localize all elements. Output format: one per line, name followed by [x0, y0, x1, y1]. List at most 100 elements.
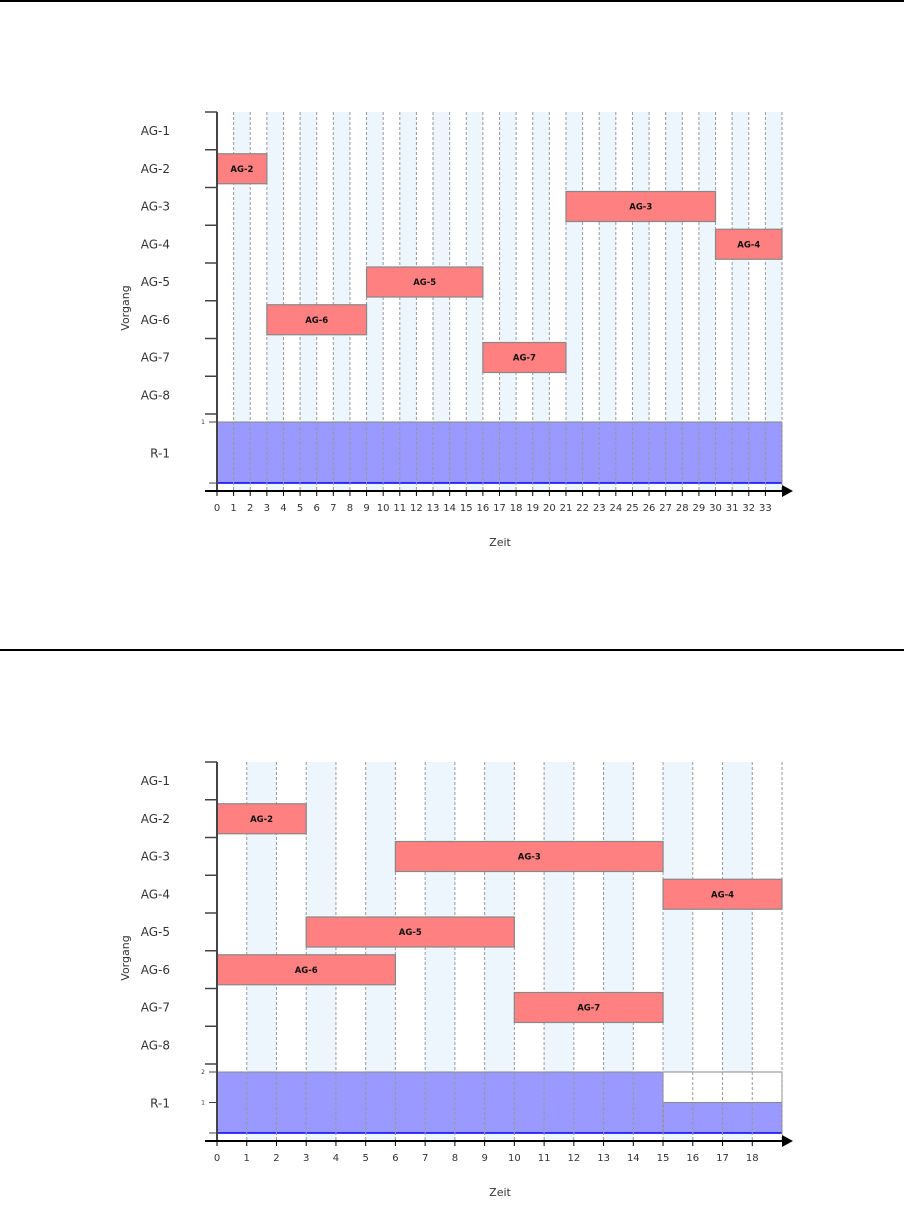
- x-tick-label: 3: [303, 1153, 309, 1164]
- task-bar-ag-7: [482, 341, 567, 374]
- y-axis-title: Vorgang: [119, 285, 132, 330]
- row-label: AG-7: [141, 351, 170, 365]
- task-label: AG-5: [399, 928, 422, 938]
- task-label: AG-5: [413, 278, 436, 288]
- x-tick-label: 0: [214, 1153, 220, 1164]
- x-tick-label: 24: [609, 503, 622, 514]
- row-label: AG-1: [141, 124, 170, 138]
- x-tick-label: 18: [746, 1153, 759, 1164]
- x-tick-label: 12: [410, 503, 423, 514]
- x-axis-title: Zeit: [489, 1186, 511, 1199]
- row-label: AG-5: [141, 275, 170, 289]
- task-bar-ag-6: [266, 304, 368, 336]
- row-label: AG-6: [141, 963, 170, 977]
- x-tick-label: 32: [742, 503, 755, 514]
- x-axis-title: Zeit: [489, 536, 511, 549]
- task-label: AG-6: [295, 966, 318, 976]
- row-label: AG-2: [141, 162, 170, 176]
- x-tick-label: 13: [427, 503, 440, 514]
- task-label: AG-7: [577, 1004, 600, 1014]
- x-tick-label: 10: [377, 503, 390, 514]
- grid-stripe: [399, 112, 417, 491]
- x-tick-label: 29: [693, 503, 706, 514]
- row-label: AG-2: [141, 812, 170, 826]
- x-tick-label: 14: [627, 1153, 640, 1164]
- row-label: AG-1: [141, 774, 170, 788]
- row-label: AG-6: [141, 313, 170, 327]
- x-tick-label: 11: [538, 1153, 551, 1164]
- row-label: AG-8: [141, 388, 170, 402]
- top-border: [0, 0, 904, 2]
- gantt-chart-2: AG-2 AG-3 AG-4 AG-5 AG-6 AG-7 AG-1 AG-2 AG-3 AG-4…: [119, 761, 793, 1199]
- x-tick-label: 27: [659, 503, 672, 514]
- x-tick-label: 4: [333, 1153, 339, 1164]
- x-tick-label: 13: [597, 1153, 610, 1164]
- x-tick-label: 6: [392, 1153, 398, 1164]
- x-tick-label: 15: [460, 503, 473, 514]
- x-tick-label: 2: [247, 503, 253, 514]
- resource-label: R-1: [150, 1097, 170, 1111]
- x-tick-label: 25: [626, 503, 639, 514]
- x-tick-label: 12: [567, 1153, 580, 1164]
- row-label: AG-4: [141, 237, 170, 251]
- x-tick-label: 0: [214, 503, 220, 514]
- row-label: AG-8: [141, 1038, 170, 1052]
- x-tick-label: 1: [244, 1153, 250, 1164]
- grid-stripe: [732, 112, 749, 491]
- task-bar-ag-6: [216, 954, 397, 986]
- x-axis-arrow-icon: [782, 1135, 793, 1147]
- task-label: AG-6: [305, 316, 328, 326]
- resource-tick-label: 1: [201, 1100, 205, 1107]
- x-tick-label: 7: [422, 1153, 428, 1164]
- task-bar-ag-5: [365, 266, 484, 298]
- grid-stripe: [300, 112, 317, 491]
- x-tick-label: 28: [676, 503, 689, 514]
- x-tick-label: 9: [363, 503, 369, 514]
- chart-separator: [0, 649, 904, 651]
- grid-stripe: [233, 112, 251, 491]
- x-tick-label: 19: [526, 503, 539, 514]
- x-tick-label: 17: [716, 1153, 729, 1164]
- task-bar-ag-3: [565, 190, 717, 223]
- x-tick-label: 3: [264, 503, 270, 514]
- task-label: AG-3: [629, 203, 652, 213]
- grid-stripe: [532, 112, 550, 491]
- task-label: AG-3: [518, 853, 541, 863]
- resource-label: R-1: [150, 447, 170, 461]
- task-label: AG-2: [230, 165, 253, 175]
- x-tick-label: 6: [314, 503, 320, 514]
- resource-tick-label: 2: [201, 1069, 205, 1076]
- x-tick-label: 8: [452, 1153, 458, 1164]
- task-bar-ag-4: [662, 878, 783, 910]
- resource-tick-label: 1: [201, 419, 205, 426]
- x-tick-label: 8: [347, 503, 353, 514]
- y-axis-title: Vorgang: [119, 935, 132, 980]
- gantt-chart-1: AG-2 AG-3 AG-4 AG-5 AG-6 AG-7 AG-1 AG-2 AG-3 AG-4…: [119, 111, 793, 549]
- x-tick-label: 17: [493, 503, 506, 514]
- x-tick-label: 21: [560, 503, 573, 514]
- task-bar-ag-7: [513, 991, 664, 1024]
- x-tick-label: 30: [709, 503, 722, 514]
- x-tick-label: 2: [273, 1153, 279, 1164]
- row-label: AG-5: [141, 925, 170, 939]
- task-label: AG-7: [513, 354, 536, 364]
- task-bar-ag-3: [394, 840, 664, 873]
- x-tick-label: 14: [443, 503, 456, 514]
- task-bar-ag-4: [714, 228, 783, 260]
- x-tick-label: 15: [657, 1153, 670, 1164]
- grid-stripe: [765, 112, 782, 491]
- x-tick-label: 5: [297, 503, 303, 514]
- row-label: AG-7: [141, 1001, 170, 1015]
- task-label: AG-2: [250, 815, 273, 825]
- x-tick-label: 31: [726, 503, 739, 514]
- x-tick-label: 33: [759, 503, 772, 514]
- resource-usage-bar: [216, 1071, 664, 1134]
- task-label: AG-4: [737, 240, 760, 250]
- x-tick-label: 5: [362, 1153, 368, 1164]
- x-tick-label: 10: [508, 1153, 521, 1164]
- x-tick-label: 7: [330, 503, 336, 514]
- x-tick-label: 1: [230, 503, 236, 514]
- x-tick-label: 26: [643, 503, 656, 514]
- x-tick-label: 18: [510, 503, 523, 514]
- x-tick-label: 16: [477, 503, 490, 514]
